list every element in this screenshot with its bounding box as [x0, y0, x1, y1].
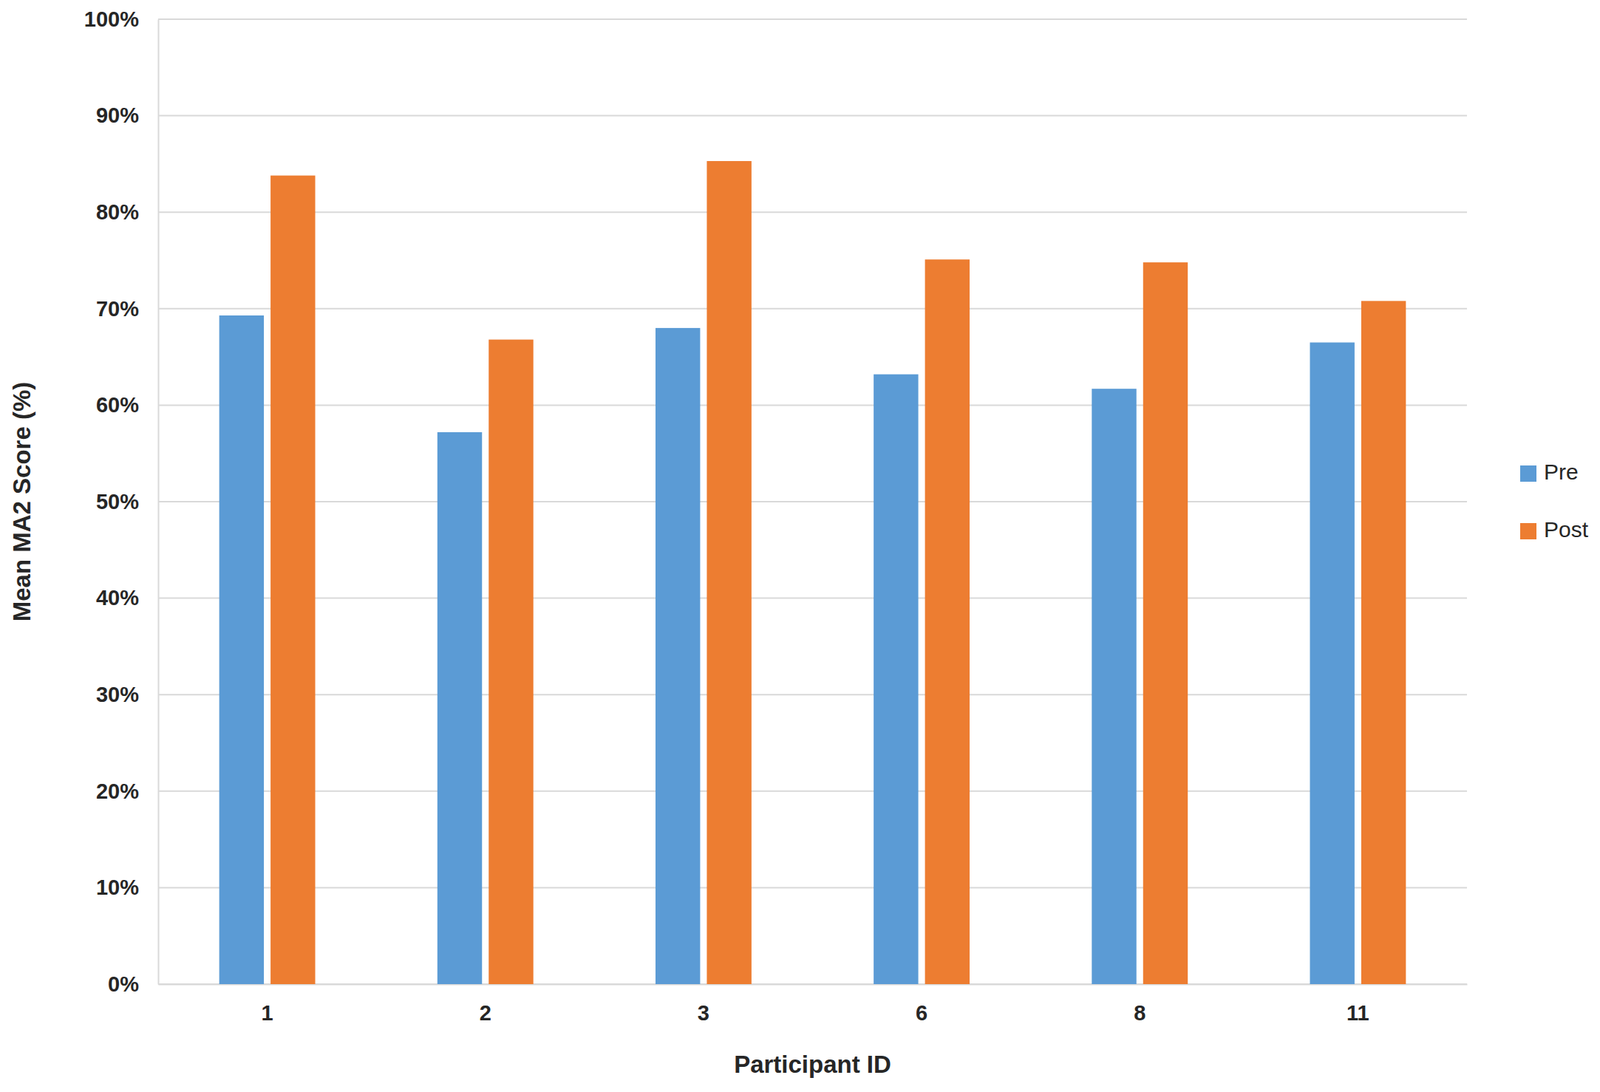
bar	[1361, 300, 1406, 985]
grid-line	[158, 404, 1467, 406]
grid-line	[158, 18, 1467, 20]
grid-line	[158, 501, 1467, 503]
grid-line	[158, 886, 1467, 889]
legend-label: Post	[1543, 517, 1589, 542]
y-tick: 30%	[96, 682, 159, 707]
y-tick: 40%	[96, 586, 159, 610]
grid-line	[158, 983, 1467, 986]
y-tick: 70%	[96, 297, 159, 321]
y-tick-label: 100%	[84, 7, 139, 32]
y-tick-label: 60%	[96, 393, 139, 417]
x-tick-label: 1	[261, 1001, 274, 1026]
bar	[873, 374, 918, 985]
bar	[1091, 388, 1136, 985]
bar	[270, 175, 315, 985]
x-tick: 11	[1346, 984, 1370, 1026]
y-tick-label: 80%	[96, 200, 139, 224]
grid-line	[158, 211, 1467, 213]
bar	[925, 259, 970, 985]
bar	[437, 432, 482, 985]
y-tick: 50%	[96, 489, 159, 514]
y-axis-title: Mean MA2 Score (%)	[8, 382, 36, 623]
legend-item: Post	[1520, 517, 1589, 542]
bars	[219, 161, 1407, 985]
y-tick-label: 50%	[96, 489, 139, 514]
grid-line	[158, 790, 1467, 793]
x-axis-title: Participant ID	[733, 1050, 892, 1079]
y-tick: 0%	[107, 972, 159, 997]
y-tick: 100%	[84, 7, 159, 32]
y-tick-label: 0%	[107, 972, 139, 997]
y-tick-label: 90%	[96, 103, 139, 128]
grid-line	[158, 308, 1467, 310]
y-tick: 10%	[96, 875, 159, 900]
bar	[1309, 342, 1354, 985]
grid-line	[158, 115, 1467, 117]
x-tick-label: 3	[697, 1001, 710, 1026]
x-tick: 6	[915, 984, 928, 1026]
bar	[706, 161, 751, 985]
grid-line	[158, 693, 1467, 696]
y-tick-label: 20%	[96, 779, 139, 804]
y-tick: 90%	[96, 103, 159, 128]
bar	[219, 315, 264, 985]
grid-line	[158, 597, 1467, 600]
legend-label: Pre	[1543, 459, 1579, 485]
legend-swatch	[1520, 465, 1537, 482]
plot-area: 0% 10% 20% 30% 40% 50% 60% 70% 80% 90% 100% 1 2 3 6 8 11	[84, 7, 1468, 1026]
legend: Pre Post	[1520, 459, 1589, 542]
y-tick: 80%	[96, 200, 159, 224]
x-tick: 1	[261, 984, 274, 1026]
x-tick-label: 6	[915, 1001, 928, 1026]
y-axis: 0% 10% 20% 30% 40% 50% 60% 70% 80% 90% 100%	[84, 7, 159, 997]
x-tick-label: 2	[479, 1001, 492, 1026]
bar	[655, 328, 700, 985]
x-axis-line	[158, 984, 1468, 986]
x-tick-label: 8	[1133, 1001, 1146, 1026]
y-tick-label: 10%	[96, 875, 139, 900]
y-tick-label: 40%	[96, 586, 139, 610]
y-tick-label: 30%	[96, 682, 139, 707]
y-tick: 20%	[96, 779, 159, 804]
legend-swatch	[1520, 523, 1537, 540]
grid	[158, 19, 1467, 985]
y-tick: 60%	[96, 393, 159, 417]
x-tick: 3	[697, 984, 710, 1026]
y-tick-label: 70%	[96, 297, 139, 321]
bar	[488, 339, 533, 985]
x-tick-label: 11	[1346, 1001, 1370, 1026]
chart: 0% 10% 20% 30% 40% 50% 60% 70% 80% 90% 100% 1 2 3 6 8 11…	[0, 0, 1600, 1092]
bar	[1143, 262, 1188, 985]
legend-item: Pre	[1520, 459, 1579, 485]
x-tick: 8	[1133, 984, 1146, 1026]
y-axis-line	[158, 19, 160, 986]
x-tick: 2	[479, 984, 492, 1026]
x-axis: 1 2 3 6 8 11	[158, 984, 1468, 1026]
